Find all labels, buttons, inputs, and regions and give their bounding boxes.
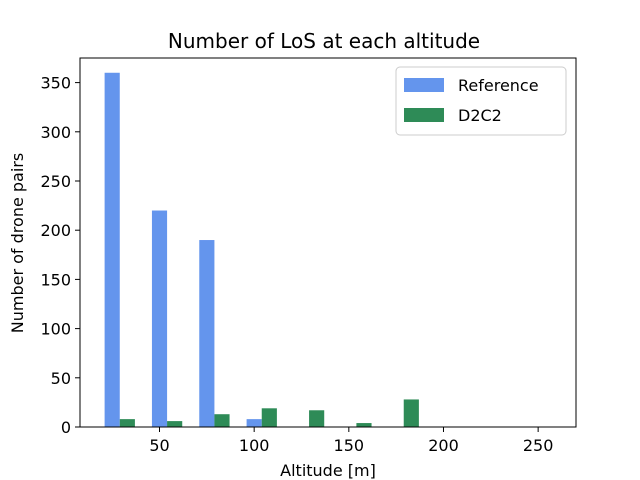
legend-swatch-d2c2 [404,108,444,122]
plot-area [79,57,577,428]
bar-reference-3 [246,419,262,427]
bar-d2c2-3 [261,408,277,427]
y-tick-label: 150 [40,270,71,289]
y-axis: 0 50 100 150 200 250 300 350 [40,74,80,437]
y-tick-label: 350 [40,74,71,93]
x-axis: 50 100 150 200 250 [149,427,553,455]
legend-swatch-reference [404,78,444,92]
y-tick-label: 50 [51,369,71,388]
bar-d2c2-2 [214,414,230,427]
y-tick-label: 100 [40,320,71,339]
x-tick-label: 200 [428,436,459,455]
y-tick-label: 200 [40,221,71,240]
chart-title: Number of LoS at each altitude [168,29,480,53]
bar-reference-1 [151,210,168,427]
y-tick-label: 0 [61,418,71,437]
x-tick-label: 250 [523,436,554,455]
bar-d2c2-4 [309,410,325,427]
y-tick-label: 250 [40,172,71,191]
legend-label-reference: Reference [458,76,539,95]
legend-label-d2c2: D2C2 [458,106,502,125]
x-tick-label: 150 [334,436,365,455]
legend: Reference D2C2 [395,66,567,136]
bar-reference-2 [199,240,215,427]
x-tick-label: 50 [149,436,169,455]
plot-frame [79,57,577,428]
bar-d2c2-5 [356,423,372,427]
y-tick-label: 300 [40,123,71,142]
bar-d2c2-0 [119,419,135,427]
bar-d2c2-1 [167,421,183,427]
y-axis-label: Number of drone pairs [8,153,27,333]
x-tick-label: 100 [239,436,270,455]
x-axis-label: Altitude [m] [280,461,376,480]
bar-reference-0 [104,72,120,427]
bar-d2c2-6 [403,399,419,427]
